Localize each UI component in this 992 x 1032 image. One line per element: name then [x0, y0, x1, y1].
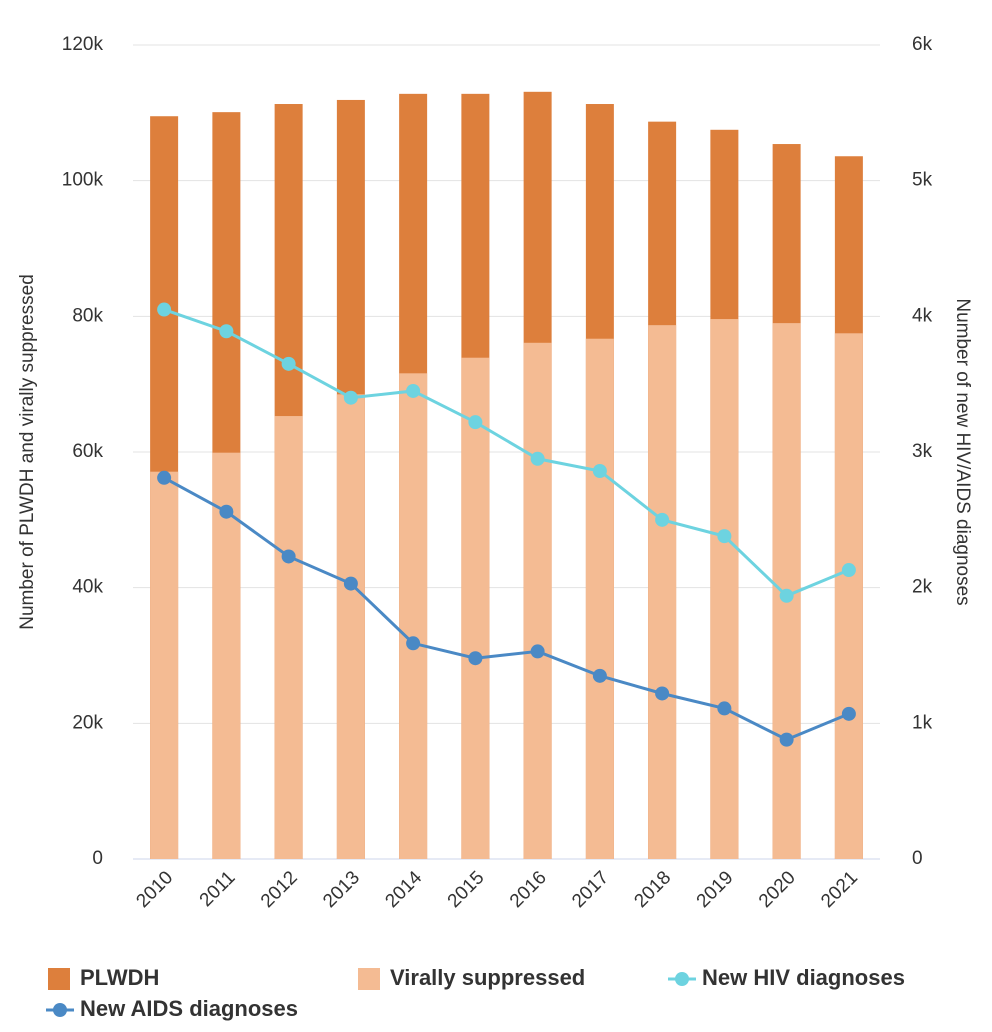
bar [648, 325, 677, 859]
marker [406, 383, 421, 398]
legend-marker [675, 972, 689, 986]
marker [717, 529, 732, 544]
marker [592, 668, 607, 683]
y2-tick-label: 2k [912, 577, 933, 598]
marker [717, 701, 732, 716]
marker [281, 356, 296, 371]
legend-label: New HIV diagnoses [702, 965, 905, 990]
bar [710, 319, 739, 860]
marker [343, 390, 358, 405]
legend-marker [53, 1003, 67, 1017]
marker [655, 512, 670, 527]
x-tick-label: 2013 [319, 867, 364, 912]
legend-swatch [358, 968, 380, 990]
marker [219, 504, 234, 519]
legend-label: Virally suppressed [390, 965, 585, 990]
marker [157, 470, 172, 485]
marker [530, 644, 545, 659]
y-tick-label: 20k [72, 712, 103, 733]
y-tick-label: 60k [72, 441, 103, 462]
x-tick-label: 2021 [817, 867, 862, 912]
marker [468, 651, 483, 666]
x-tick-label: 2012 [257, 867, 302, 912]
y2-axis-title: Number of new HIV/AIDS diagnoses [952, 298, 973, 605]
y2-tick-label: 0 [912, 848, 923, 869]
x-tick-label: 2015 [444, 867, 489, 912]
bar [399, 373, 428, 859]
x-tick-label: 2018 [630, 867, 675, 912]
bar [461, 357, 490, 859]
marker [219, 324, 234, 339]
bar [150, 471, 179, 859]
marker [157, 302, 172, 317]
legend-label: PLWDH [80, 965, 159, 990]
y2-tick-label: 3k [912, 441, 933, 462]
marker [779, 588, 794, 603]
y-tick-label: 100k [62, 170, 104, 191]
x-tick-label: 2016 [506, 867, 551, 912]
x-tick-label: 2010 [132, 867, 177, 912]
marker [779, 732, 794, 747]
legend-label: New AIDS diagnoses [80, 996, 298, 1021]
bar [336, 394, 365, 859]
y-axis-title: Number of PLWDH and virally suppressed [17, 274, 38, 630]
y2-tick-label: 4k [912, 305, 933, 326]
marker [281, 549, 296, 564]
marker [406, 636, 421, 651]
line [163, 476, 850, 742]
marker [468, 415, 483, 430]
y2-tick-label: 5k [912, 170, 933, 191]
y-tick-label: 120k [62, 34, 104, 55]
line [163, 308, 850, 598]
bar [585, 338, 614, 859]
marker [841, 563, 856, 578]
marker [592, 463, 607, 478]
legend-swatch [48, 968, 70, 990]
x-tick-label: 2011 [196, 867, 240, 911]
marker [655, 686, 670, 701]
bar [834, 333, 863, 860]
y2-tick-label: 6k [912, 34, 933, 55]
x-tick-label: 2019 [693, 867, 738, 912]
x-tick-label: 2014 [381, 867, 426, 912]
y-tick-label: 80k [72, 305, 103, 326]
y-tick-label: 40k [72, 577, 103, 598]
bar [523, 342, 552, 859]
y2-tick-label: 1k [912, 712, 933, 733]
bar [274, 416, 303, 859]
x-tick-label: 2020 [755, 867, 800, 912]
marker [841, 706, 856, 721]
marker [530, 451, 545, 466]
bar [212, 452, 241, 859]
x-tick-label: 2017 [568, 867, 613, 912]
marker [343, 576, 358, 591]
y-tick-label: 0 [92, 848, 103, 869]
